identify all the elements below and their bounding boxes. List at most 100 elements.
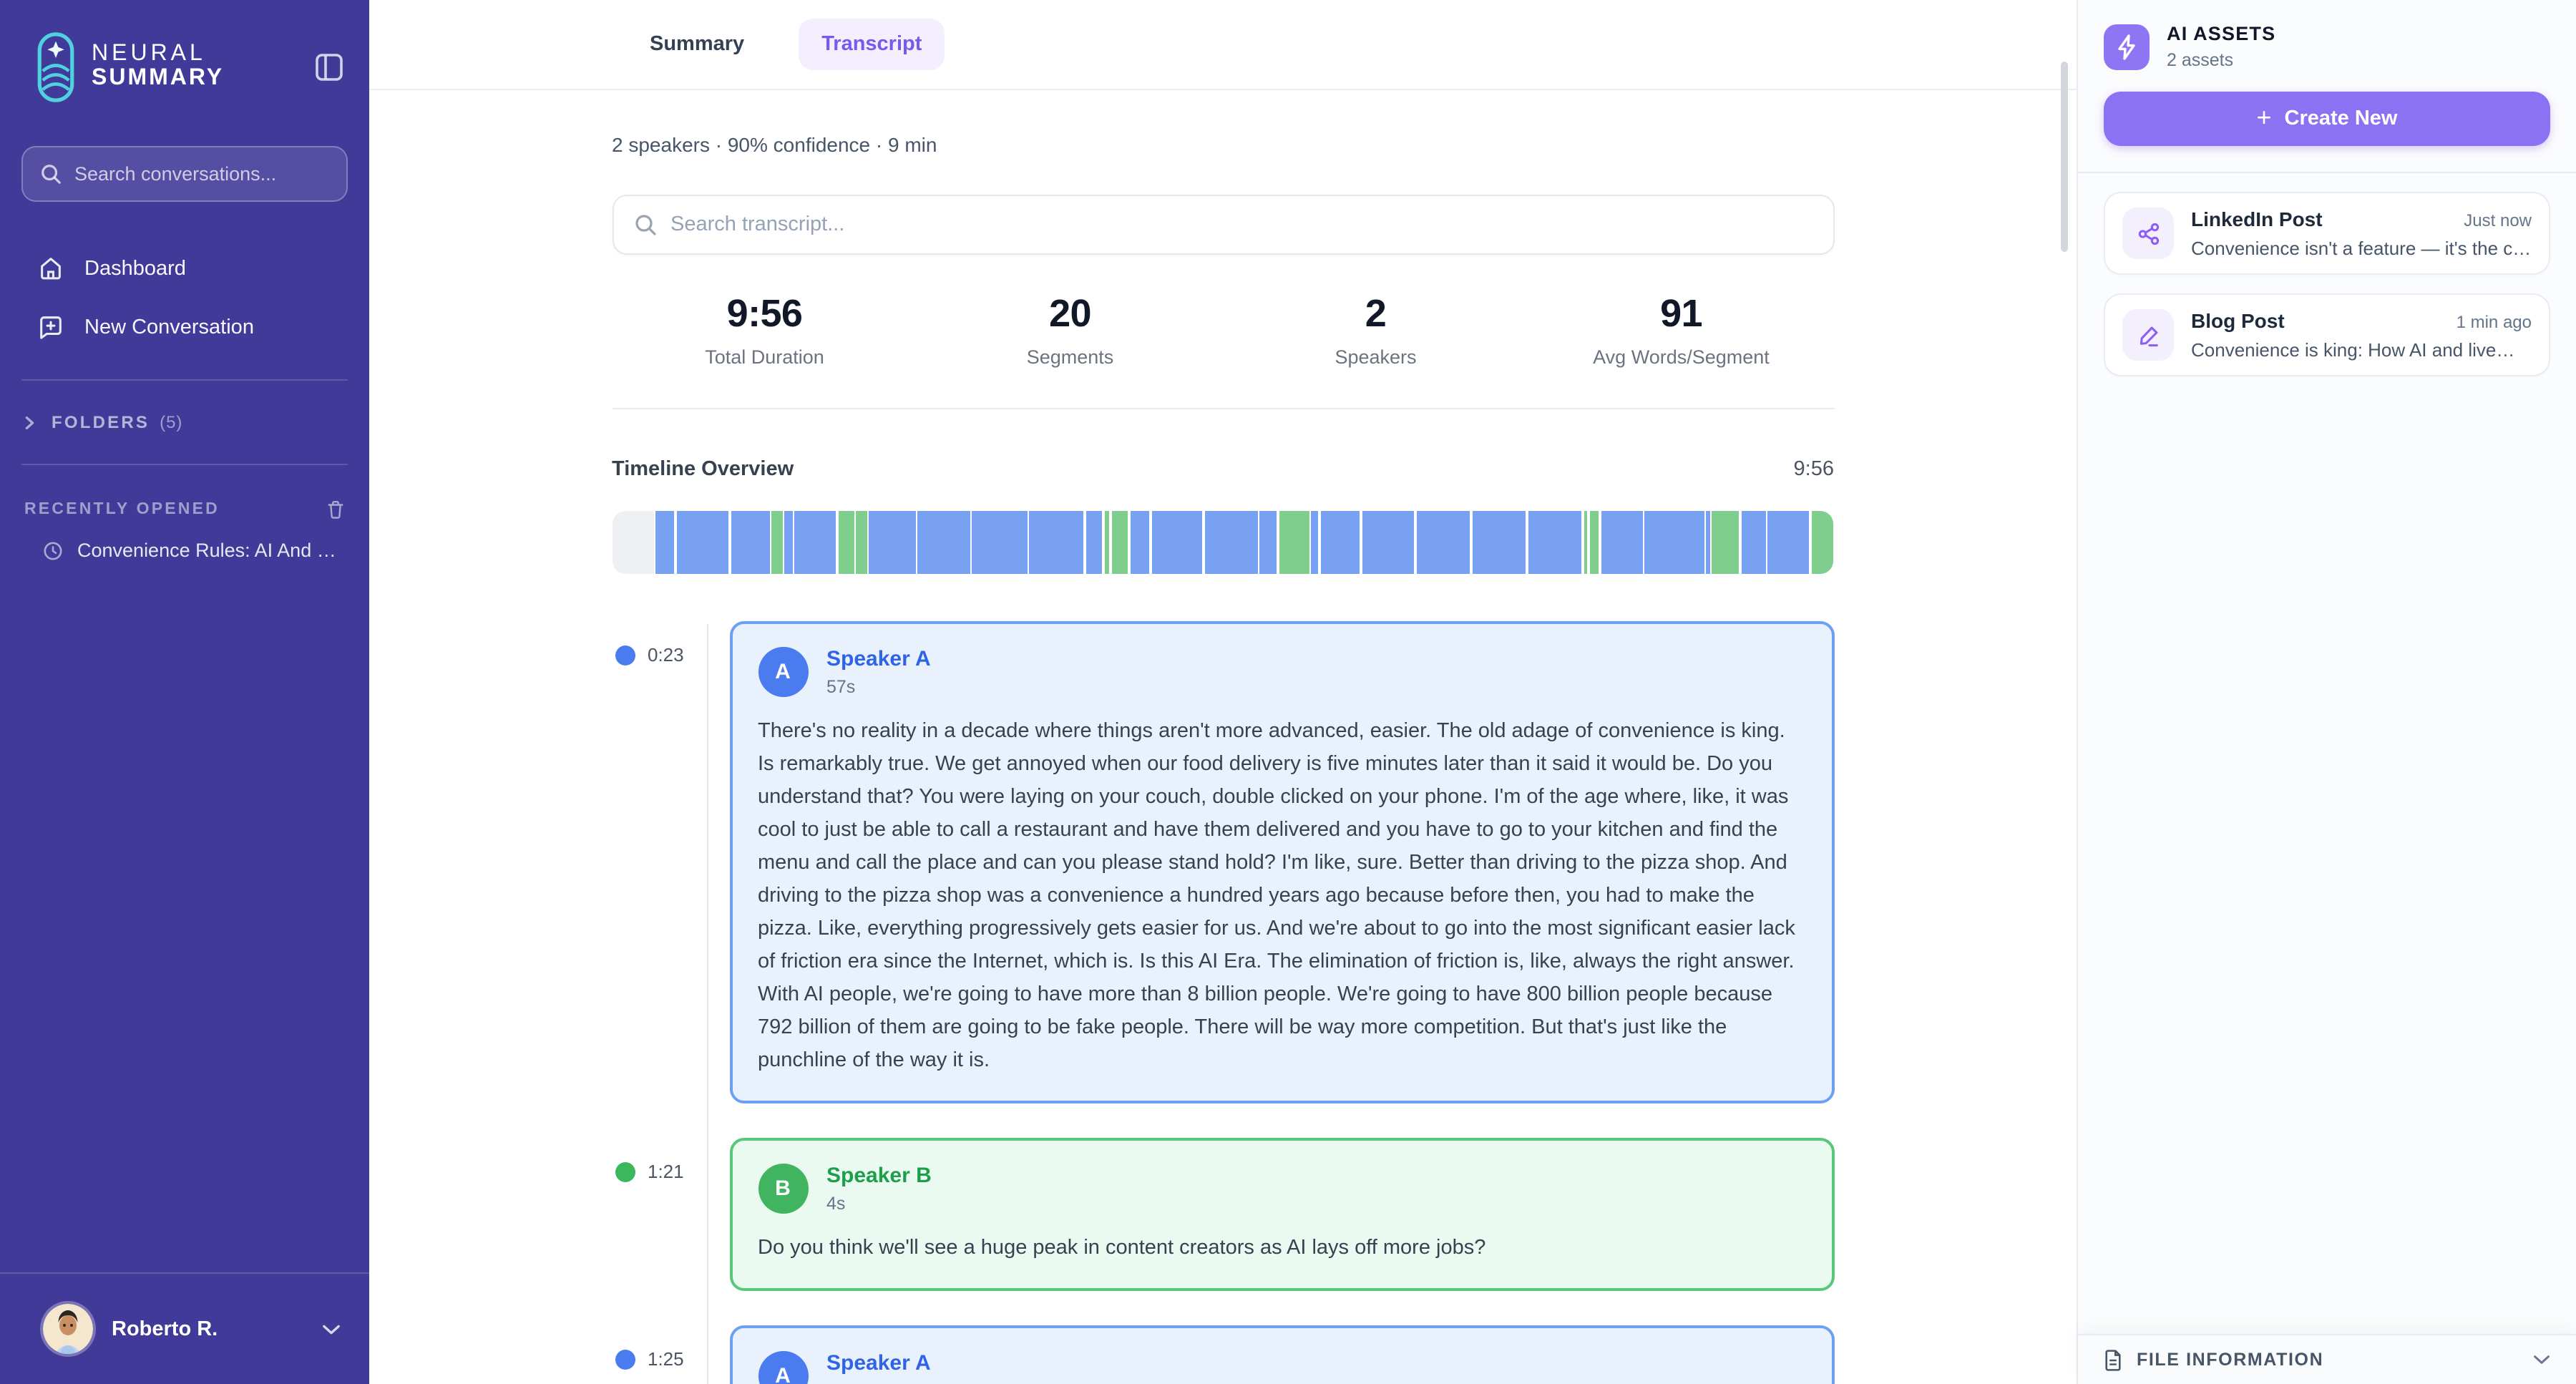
timeline-speaker-a-segment[interactable] [1320,511,1360,574]
timeline-speaker-a-segment[interactable] [1259,511,1277,574]
stat-value: 9:56 [726,292,803,335]
timeline-speaker-a-segment[interactable] [1311,511,1319,574]
sidebar-item-new-conversation[interactable]: New Conversation [0,298,369,356]
recent-conversation-item[interactable]: Convenience Rules: AI And … [0,525,369,575]
timeline-speaker-a-segment[interactable] [1706,511,1710,574]
chevron-down-icon [2534,1355,2550,1364]
timeline-speaker-a-segment[interactable] [1130,511,1150,574]
segment-marker: 1:25 [615,1348,684,1370]
timeline-speaker-b-segment[interactable] [1279,511,1309,574]
timeline-speaker-a-segment[interactable] [1204,511,1257,574]
ai-assets-header: AI ASSETS 2 assets [2104,23,2550,70]
stat-label: Total Duration [705,346,824,368]
timeline-speaker-a-segment[interactable] [1029,511,1084,574]
user-name: Roberto R. [112,1317,218,1340]
tab-summary[interactable]: Summary [650,33,745,56]
sidebar-item-dashboard[interactable]: Dashboard [0,239,369,298]
speaker-name: Speaker B [826,1164,932,1188]
timeline-speaker-b-segment[interactable] [1589,511,1599,574]
timeline-speaker-b-segment[interactable] [1584,511,1588,574]
stat-label: Avg Words/Segment [1593,346,1770,368]
timeline-speaker-a-segment[interactable] [655,511,675,574]
timeline-speaker-b-segment[interactable] [1104,511,1110,574]
timeline-speaker-a-segment[interactable] [784,511,793,574]
timeline-header: Timeline Overview 9:56 [612,458,1834,481]
ai-assets-titles: AI ASSETS 2 assets [2167,23,2275,70]
timeline-speaker-a-segment[interactable] [731,511,770,574]
file-information-label: FILE INFORMATION [2137,1350,2324,1370]
ai-assets-count: 2 assets [2167,50,2234,70]
timeline-speaker-a-segment[interactable] [1362,511,1415,574]
user-menu[interactable]: Roberto R. [0,1272,369,1384]
segment-card[interactable]: A Speaker A 57s There's no reality in a … [729,621,1834,1103]
timeline-speaker-a-segment[interactable] [1472,511,1526,574]
timeline-rail [706,624,708,1384]
search-icon [42,165,61,184]
transcript-search-input[interactable]: Search transcript... [612,195,1834,255]
segment-card[interactable]: B Speaker B 4s Do you think we'll see a … [729,1138,1834,1291]
asset-card-blog[interactable]: Blog Post 1 min ago Convenience is king:… [2104,293,2550,376]
timeline-speaker-b-segment[interactable] [838,511,854,574]
stat-segments: 20 Segments [917,292,1223,368]
file-information-toggle[interactable]: FILE INFORMATION [2078,1334,2576,1384]
timeline-speaker-a-segment[interactable] [917,511,970,574]
sidebar: NEURAL SUMMARY Search conversations... [0,0,369,1384]
scrollbar-thumb[interactable] [2061,62,2068,252]
conversations-search-input[interactable]: Search conversations... [21,146,348,202]
timeline-speaker-a-segment[interactable] [1767,511,1810,574]
segment-marker: 1:21 [615,1161,684,1182]
trash-icon[interactable] [326,499,345,520]
timeline-bar[interactable] [612,511,1834,574]
segment-marker: 0:23 [615,644,684,666]
asset-top-row: Blog Post 1 min ago [2191,309,2532,332]
folders-toggle[interactable]: FOLDERS (5) [0,404,369,441]
timeline-speaker-b-segment[interactable] [1811,511,1834,574]
timeline-duration: 9:56 [1793,458,1834,481]
timeline-speaker-a-segment[interactable] [1644,511,1704,574]
timeline-speaker-a-segment[interactable] [1151,511,1203,574]
transcript-segment: 0:23 A Speaker A 57s There's no reality … [612,621,1834,1103]
timeline-speaker-b-segment[interactable] [771,511,783,574]
sidebar-item-label: Dashboard [84,257,186,280]
asset-timestamp: 1 min ago [2456,312,2532,332]
timeline-silence-segment[interactable] [612,511,654,574]
sidebar-item-label: New Conversation [84,316,254,338]
segment-timestamp: 1:21 [648,1161,684,1182]
timeline-speaker-a-segment[interactable] [869,511,916,574]
timeline-speaker-a-segment[interactable] [676,511,729,574]
timeline-speaker-a-segment[interactable] [1528,511,1582,574]
speaker-a-dot [615,645,635,665]
timeline-speaker-a-segment[interactable] [1601,511,1643,574]
timeline-speaker-b-segment[interactable] [1111,511,1128,574]
asset-top-row: LinkedIn Post Just now [2191,208,2532,230]
search-icon [635,215,655,235]
ai-assets-title: AI ASSETS [2167,23,2276,44]
asset-title: Blog Post [2191,309,2285,332]
stat-speakers: 2 Speakers [1223,292,1528,368]
speaker-meta: Speaker B 4s [826,1164,932,1214]
timeline-speaker-b-segment[interactable] [856,511,867,574]
segment-timestamp: 0:23 [648,644,684,666]
transcript-meta: 2 speakers · 90% confidence · 9 min [612,133,937,156]
brand-line1: NEURAL [92,42,206,67]
asset-description: Convenience is king: How AI and live… [2191,339,2515,361]
sidebar-collapse-icon[interactable] [315,53,343,82]
new-conversation-icon [40,316,62,339]
stat-value: 2 [1365,292,1387,335]
timeline-speaker-a-segment[interactable] [972,511,1028,574]
timeline-speaker-b-segment[interactable] [1712,511,1740,574]
document-icon [2105,1349,2121,1370]
pencil-icon [2122,309,2174,361]
create-new-button[interactable]: + Create New [2104,92,2550,146]
timeline-speaker-a-segment[interactable] [1085,511,1103,574]
tab-transcript[interactable]: Transcript [799,19,945,70]
chevron-right-icon [25,416,34,429]
asset-title: LinkedIn Post [2191,208,2323,230]
segment-card[interactable]: A Speaker A 26s I wrote a book in 2009 t… [729,1325,1834,1384]
stat-total-duration: 9:56 Total Duration [612,292,917,368]
asset-card-linkedin[interactable]: LinkedIn Post Just now Convenience isn't… [2104,192,2550,275]
speaker-row: A Speaker A 57s [758,647,1805,697]
timeline-speaker-a-segment[interactable] [794,511,836,574]
timeline-speaker-a-segment[interactable] [1741,511,1766,574]
timeline-speaker-a-segment[interactable] [1416,511,1470,574]
